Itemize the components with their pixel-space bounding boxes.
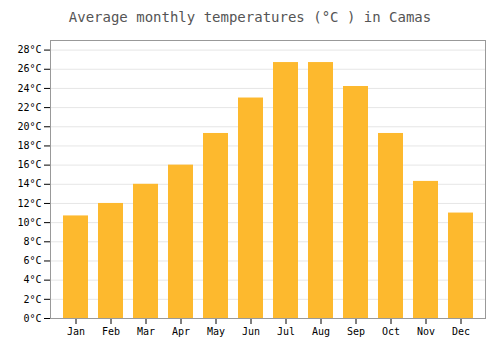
svg-text:22°C: 22°C bbox=[17, 102, 41, 113]
svg-text:Mar: Mar bbox=[137, 326, 155, 337]
svg-text:Nov: Nov bbox=[417, 326, 435, 337]
svg-text:10°C: 10°C bbox=[17, 217, 41, 228]
svg-text:26°C: 26°C bbox=[17, 63, 41, 74]
svg-text:18°C: 18°C bbox=[17, 140, 41, 151]
svg-text:Jun: Jun bbox=[242, 326, 260, 337]
svg-text:Feb: Feb bbox=[102, 326, 120, 337]
svg-text:14°C: 14°C bbox=[17, 178, 41, 189]
svg-text:Dec: Dec bbox=[452, 326, 470, 337]
svg-text:0°C: 0°C bbox=[23, 313, 41, 324]
svg-text:2°C: 2°C bbox=[23, 294, 41, 305]
svg-text:6°C: 6°C bbox=[23, 255, 41, 266]
svg-text:Oct: Oct bbox=[382, 326, 400, 337]
svg-text:8°C: 8°C bbox=[23, 236, 41, 247]
svg-text:Aug: Aug bbox=[312, 326, 330, 337]
html-text:Average monthly temperatures (: Average monthly temperatures (°C ) in Ca… bbox=[68, 9, 432, 25]
svg-text:20°C: 20°C bbox=[17, 121, 41, 132]
svg-text:16°C: 16°C bbox=[17, 159, 41, 170]
svg-text:12°C: 12°C bbox=[17, 198, 41, 209]
svg-text:Jul: Jul bbox=[277, 326, 295, 337]
svg-text:May: May bbox=[207, 326, 225, 337]
svg-text:Sep: Sep bbox=[347, 326, 365, 337]
svg-text:Jan: Jan bbox=[67, 326, 85, 337]
svg-text:4°C: 4°C bbox=[23, 274, 41, 285]
svg-text:28°C: 28°C bbox=[17, 44, 41, 55]
svg-text:24°C: 24°C bbox=[17, 83, 41, 94]
svg-text:Apr: Apr bbox=[172, 326, 190, 337]
